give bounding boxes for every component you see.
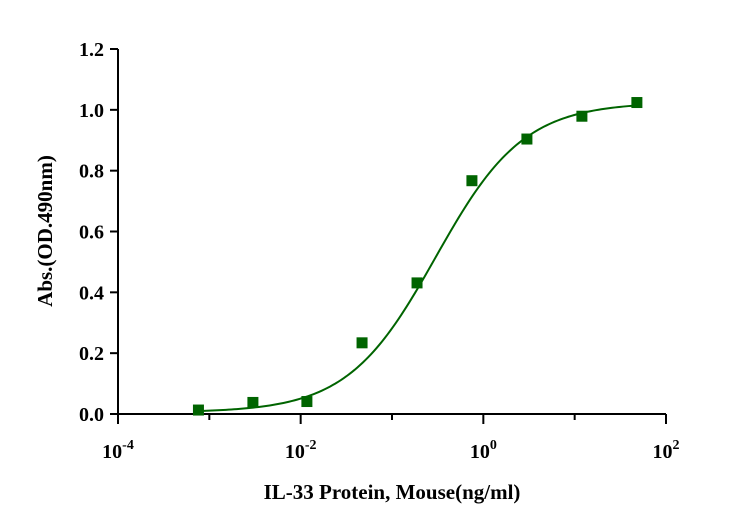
y-tick-label: 0.8 (79, 161, 104, 183)
x-tick-label: 10-4 (102, 438, 134, 463)
data-point (576, 110, 588, 122)
x-tick-label-base: 10 (285, 441, 305, 463)
data-point (356, 337, 368, 349)
data-point (631, 97, 643, 109)
x-tick-label-exponent: 0 (490, 438, 497, 453)
y-tick-label: 0.6 (79, 222, 104, 244)
x-tick-label-exponent: -2 (305, 438, 317, 453)
data-point (521, 133, 533, 145)
y-tick-label: 1.2 (79, 39, 104, 61)
y-tick-label: 1.0 (79, 100, 104, 122)
x-tick-label-exponent: 2 (673, 438, 680, 453)
data-point (411, 277, 423, 289)
data-points (192, 97, 643, 416)
x-tick-label-base: 10 (653, 441, 673, 463)
y-tick-label: 0.0 (79, 404, 104, 426)
x-tick-label: 10-2 (285, 438, 317, 463)
x-tick-label-base: 10 (102, 441, 122, 463)
data-point (192, 404, 204, 416)
x-tick-label: 100 (470, 438, 497, 463)
y-axis-ticks: 0.0 0.2 0.4 0.6 0.8 1.0 1.2 (79, 39, 118, 426)
y-axis-title: Abs.(OD.490nm) (33, 155, 57, 307)
data-point (247, 396, 259, 408)
x-tick-label-exponent: -4 (122, 438, 134, 453)
x-tick-label: 102 (653, 438, 680, 463)
fit-curve (198, 104, 637, 413)
data-point (466, 175, 478, 187)
y-tick-label: 0.4 (79, 282, 104, 304)
data-point (301, 396, 313, 408)
x-axis-ticks: 10-4 10-2 100 102 (102, 414, 680, 463)
x-axis-title: IL-33 Protein, Mouse(ng/ml) (264, 480, 521, 504)
y-tick-label: 0.2 (79, 343, 104, 365)
x-tick-label-base: 10 (470, 441, 490, 463)
